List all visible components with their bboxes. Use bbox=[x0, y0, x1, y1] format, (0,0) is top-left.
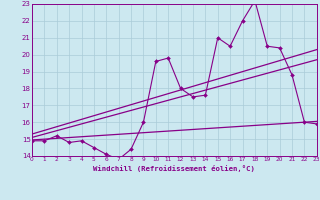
X-axis label: Windchill (Refroidissement éolien,°C): Windchill (Refroidissement éolien,°C) bbox=[93, 165, 255, 172]
